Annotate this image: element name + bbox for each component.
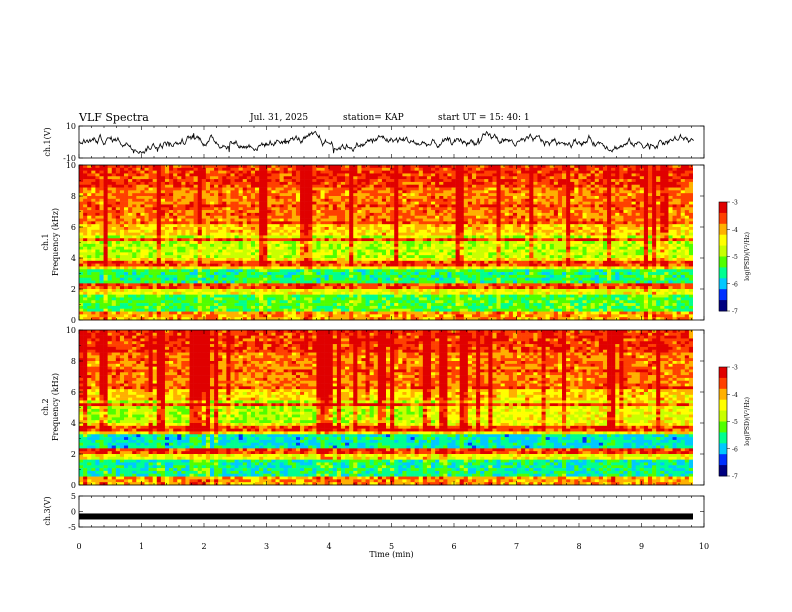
- x-tick-label: 1: [139, 542, 144, 551]
- ch2-ylabel-line2: Frequency (kHz): [51, 373, 60, 441]
- ch1-ylabel: ch.1(V): [43, 127, 52, 156]
- y-tick-label: 0: [71, 481, 76, 490]
- colorbar-tick-label: -7: [732, 474, 738, 481]
- ch1-ylabel-line2: Frequency (kHz): [51, 208, 60, 276]
- colorbar-tick-label: -7: [732, 309, 738, 316]
- y-tick-label: 6: [71, 388, 76, 397]
- ch1-waveform-line: [78, 130, 694, 154]
- y-tick-label: 0: [71, 316, 76, 325]
- x-tick-label: 8: [576, 542, 581, 551]
- ch1-waveform-frame: [78, 125, 705, 159]
- x-tick-label: 7: [514, 542, 519, 551]
- y-tick-label: 8: [71, 357, 76, 366]
- x-tick-label: 9: [639, 542, 644, 551]
- colorbar-tick-label: -4: [732, 392, 738, 399]
- y-tick-label: 10: [66, 122, 76, 131]
- spectrogram-empty-region: [693, 165, 704, 320]
- ch1-spectrogram: [79, 165, 694, 321]
- station-label: station= KAP: [343, 113, 404, 123]
- x-tick-label: 2: [201, 542, 206, 551]
- x-tick-label: 6: [451, 542, 456, 551]
- colorbar-tick-label: -5: [732, 419, 738, 426]
- colorbar-tick-label: -3: [732, 365, 738, 372]
- x-axis-label: Time (min): [369, 550, 413, 559]
- y-tick-label: 2: [71, 285, 76, 294]
- ch2-spectrogram-colorbar: [719, 367, 727, 477]
- colorbar-tick-label: -6: [732, 281, 738, 288]
- date-label: Jul. 31, 2025: [250, 113, 309, 123]
- x-tick-label: 3: [264, 542, 269, 551]
- y-tick-label: 8: [71, 192, 76, 201]
- colorbar-label: log(PSD)(V²/Hz): [744, 397, 751, 446]
- spectrogram-empty-region: [693, 330, 704, 485]
- colorbar-tick-label: -4: [732, 227, 738, 234]
- y-tick-label: 2: [71, 450, 76, 459]
- y-tick-label: 10: [66, 161, 76, 170]
- y-tick-label: -5: [68, 523, 76, 532]
- x-tick-label: 4: [326, 542, 331, 551]
- ch3-ylabel: ch.3(V): [43, 496, 52, 525]
- colorbar-tick-label: -3: [732, 200, 738, 207]
- colorbar-label: log(PSD)(V²/Hz): [744, 232, 751, 281]
- y-tick-label: 0: [71, 508, 76, 517]
- x-tick-label: 10: [699, 542, 709, 551]
- ch2-spectrogram: [79, 330, 694, 486]
- chart-title: VLF Spectra: [79, 111, 149, 124]
- y-tick-label: 4: [71, 419, 76, 428]
- ch1-spectrogram-colorbar: [719, 202, 727, 312]
- y-tick-label: 10: [66, 326, 76, 335]
- ch1-ylabel-line1: ch.1: [41, 233, 50, 250]
- ch2-ylabel-line1: ch.2: [41, 398, 50, 415]
- colorbar-tick-label: -6: [732, 446, 738, 453]
- colorbar-tick-label: -5: [732, 254, 738, 261]
- y-tick-label: -10: [63, 154, 76, 163]
- y-tick-label: 6: [71, 223, 76, 232]
- start-time-label: start UT = 15: 40: 1: [438, 113, 530, 123]
- ch3-waveform-line: [79, 513, 693, 520]
- ch3-waveform-frame: [78, 495, 705, 528]
- y-tick-label: 4: [71, 254, 76, 263]
- x-tick-label: 5: [389, 542, 394, 551]
- x-tick-label: 0: [76, 542, 81, 551]
- y-tick-label: 5: [71, 492, 76, 501]
